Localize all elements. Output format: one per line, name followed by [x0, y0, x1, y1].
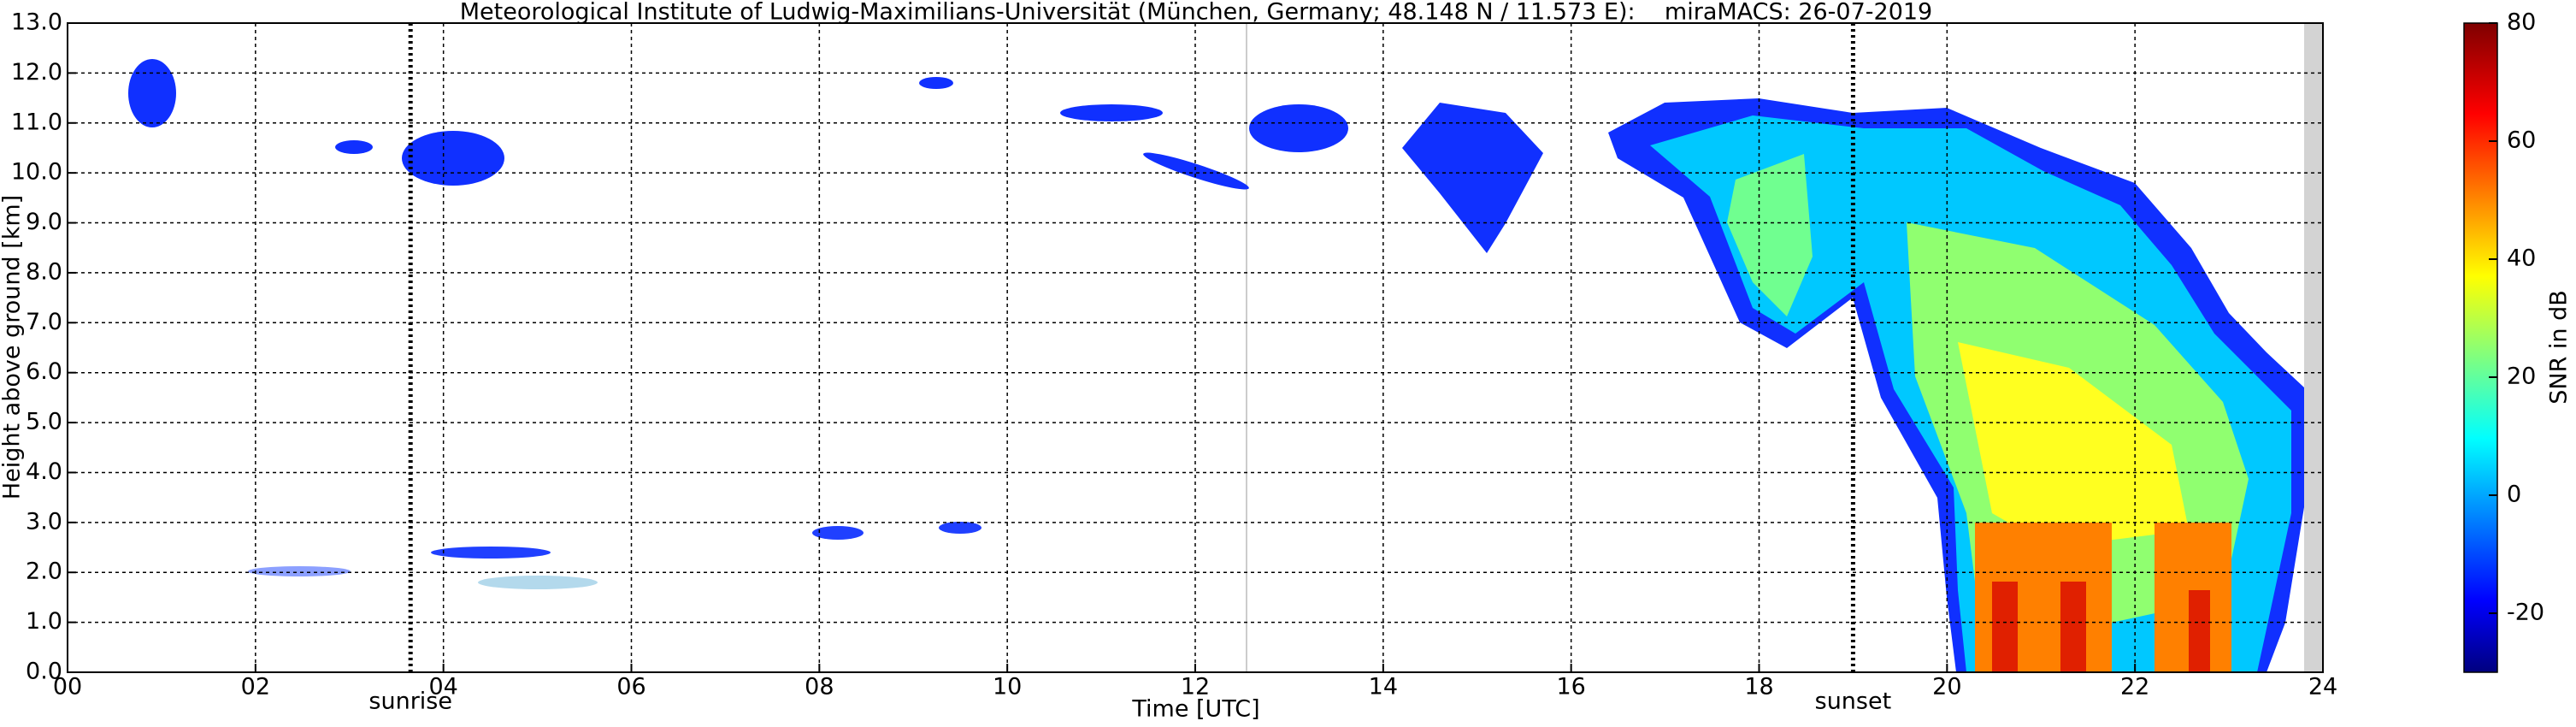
y-tick-label: 8.0	[26, 258, 62, 285]
y-tick-label: 1.0	[26, 608, 62, 635]
cloud	[402, 131, 504, 186]
y-tick-label: 5.0	[26, 409, 62, 435]
x-tick-label: 14	[1369, 674, 1398, 700]
cloud	[1060, 104, 1163, 121]
x-axis-label: Time [UTC]	[1131, 696, 1259, 723]
storm-core	[1958, 342, 2189, 547]
x-tick-label: 04	[428, 674, 457, 700]
x-tick-label: 00	[53, 674, 82, 700]
clutter	[248, 566, 351, 576]
rain	[1992, 582, 2018, 672]
y-tick-label: 3.0	[26, 508, 62, 535]
colorbar-tick-label: -20	[2507, 600, 2544, 626]
colorbar-tick-label: 60	[2507, 127, 2536, 154]
annotation-label: sunset	[1815, 689, 1892, 715]
clutter	[431, 547, 551, 559]
y-tick-label: 0.0	[26, 659, 62, 685]
y-tick-label: 4.0	[26, 458, 62, 485]
cloud	[1143, 152, 1249, 190]
cloud	[1249, 104, 1348, 152]
x-tick-label: 22	[2120, 674, 2149, 700]
y-tick-label: 12.0	[11, 59, 62, 86]
y-tick-label: 9.0	[26, 209, 62, 235]
colorbar	[2463, 22, 2498, 673]
x-tick-label: 12	[1181, 674, 1210, 700]
radar-echoes	[128, 23, 2323, 672]
colorbar-label: SNR in dB	[2546, 290, 2573, 405]
x-tick-label: 16	[1556, 674, 1585, 700]
clutter	[478, 576, 598, 589]
chart-title: Meteorological Institute of Ludwig-Maxim…	[460, 0, 1933, 26]
colorbar-tick-label: 0	[2507, 482, 2521, 508]
annotation-label: sunrise	[368, 689, 452, 715]
y-tick-label: 6.0	[26, 358, 62, 385]
y-tick-label: 2.0	[26, 559, 62, 585]
clutter	[939, 522, 981, 534]
colorbar-tick-label: 80	[2507, 9, 2536, 36]
x-tick-label: 10	[993, 674, 1022, 700]
y-tick-label: 11.0	[11, 109, 62, 135]
x-tick-label: 06	[616, 674, 645, 700]
y-axis-label: Height above ground [km]	[0, 195, 26, 499]
y-tick-label: 13.0	[11, 9, 62, 36]
y-tick-label: 10.0	[11, 159, 62, 186]
cloud	[128, 59, 176, 127]
cloud	[335, 140, 373, 154]
no-data-band	[2304, 23, 2323, 672]
colorbar-tick-label: 20	[2507, 364, 2536, 390]
anvil-core	[1727, 154, 1813, 316]
x-tick-label: 24	[2308, 674, 2337, 700]
clutter	[812, 526, 864, 540]
colorbar-tick-label: 40	[2507, 245, 2536, 272]
rain	[2189, 590, 2210, 672]
rain	[2060, 582, 2086, 672]
y-tick-label: 7.0	[26, 309, 62, 335]
x-tick-label: 18	[1744, 674, 1773, 700]
x-tick-label: 20	[1932, 674, 1961, 700]
x-tick-label: 02	[241, 674, 270, 700]
cloud	[919, 77, 953, 89]
x-tick-label: 08	[805, 674, 834, 700]
cloud	[1402, 103, 1543, 253]
